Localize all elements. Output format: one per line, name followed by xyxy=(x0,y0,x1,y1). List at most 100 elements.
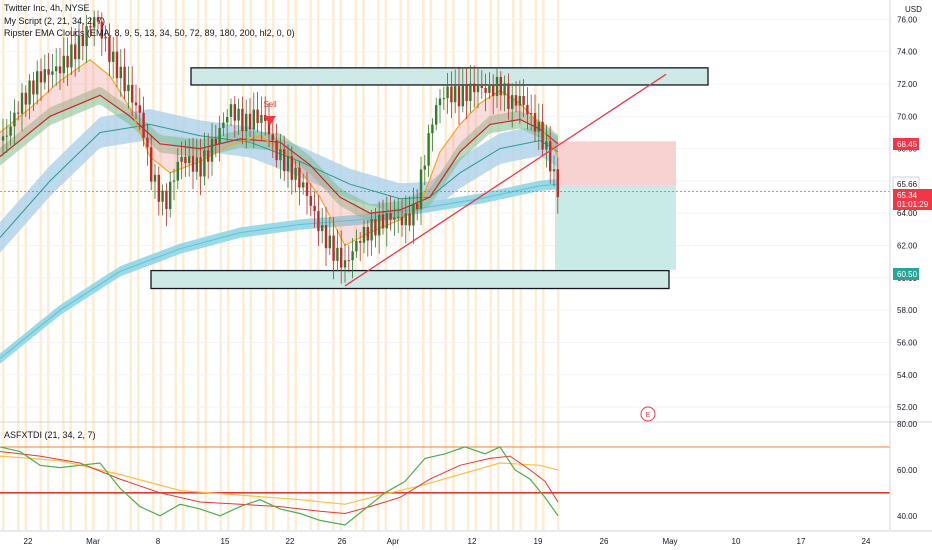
price-tick-label: 72.00 xyxy=(897,80,918,89)
candle-body xyxy=(408,213,411,226)
ema-cloud-legend[interactable]: Ripster EMA Clouds (EMA, 8, 9, 5, 13, 34… xyxy=(4,28,295,38)
candle-body xyxy=(150,147,153,182)
candle-body xyxy=(499,76,502,96)
session-stripe xyxy=(272,0,275,530)
sell-arrow-icon xyxy=(264,116,276,125)
price-tick-label: 76.00 xyxy=(897,15,918,24)
candle-body xyxy=(404,213,407,226)
price-tick-label: 64.00 xyxy=(897,209,918,218)
oscillator-legend[interactable]: ASFXTDI (21, 34, 2, 7) xyxy=(4,430,96,440)
candle-body xyxy=(207,150,210,162)
time-tick-label: May xyxy=(662,537,677,546)
candle-body xyxy=(58,66,62,74)
time-tick-label: 10 xyxy=(732,537,741,546)
price-tick-label: 58.00 xyxy=(897,306,918,315)
session-stripe xyxy=(242,0,245,530)
candle-body xyxy=(419,169,423,210)
trendline xyxy=(344,73,667,287)
price-series xyxy=(0,10,559,359)
candle-body xyxy=(43,69,46,83)
candle-body xyxy=(142,112,145,138)
price-zone-box xyxy=(190,67,709,86)
candle-body xyxy=(9,126,12,136)
candle-body xyxy=(305,182,309,196)
reward-zone xyxy=(555,186,676,270)
candle-body xyxy=(20,92,24,114)
candle-body xyxy=(438,98,442,106)
osc-tick-label: 40.00 xyxy=(897,512,918,521)
candle-body xyxy=(28,80,31,105)
candle-body xyxy=(533,113,537,132)
candle-body xyxy=(495,76,499,97)
candle-body xyxy=(275,140,278,161)
script-legend[interactable]: My Script (2, 21, 34, 2, 7) xyxy=(4,16,106,26)
chart-title[interactable]: Twitter Inc, 4h, NYSE xyxy=(4,3,90,13)
session-stripe xyxy=(512,0,515,530)
time-tick-label: 17 xyxy=(797,537,806,546)
price-tick-label: 74.00 xyxy=(897,48,918,57)
session-stripe xyxy=(362,0,365,530)
candle-body xyxy=(328,235,331,249)
session-stripe xyxy=(287,0,290,530)
candle-body xyxy=(39,71,43,83)
session-stripe xyxy=(407,0,410,530)
candle-body xyxy=(294,167,297,180)
session-stripe xyxy=(542,0,545,530)
session-stripe xyxy=(519,0,523,530)
time-tick-label: 19 xyxy=(534,537,543,546)
candle-body xyxy=(55,66,58,72)
candle-body xyxy=(298,167,301,188)
candle-body xyxy=(347,260,350,262)
candle-body xyxy=(556,169,559,198)
candle-body xyxy=(77,35,81,60)
candle-body xyxy=(176,161,179,181)
candle-body xyxy=(169,181,172,209)
time-tick-label: 24 xyxy=(862,537,871,546)
candle-body xyxy=(286,156,290,172)
candle-body xyxy=(427,133,430,166)
candle-body xyxy=(267,120,271,135)
candle-body xyxy=(317,211,320,232)
session-stripe xyxy=(444,0,448,530)
candle-body xyxy=(321,225,324,232)
session-stripe xyxy=(294,0,298,530)
session-stripe xyxy=(69,0,73,530)
candle-body xyxy=(442,98,445,100)
candle-body xyxy=(252,109,255,130)
candle-body xyxy=(302,182,305,188)
time-tick-label: 22 xyxy=(286,537,295,546)
time-tick-label: Apr xyxy=(387,537,400,546)
candle-body xyxy=(81,35,84,46)
price-tag-stop-label: 60.50 xyxy=(897,270,918,279)
candle-body xyxy=(518,95,521,106)
candle-body xyxy=(507,83,510,109)
candle-body xyxy=(161,190,164,202)
candle-body xyxy=(51,71,54,75)
trend-ema-cloud xyxy=(0,179,558,364)
candle-body xyxy=(138,105,141,113)
price-zone-box xyxy=(150,269,670,290)
price-tick-label: 56.00 xyxy=(897,338,918,347)
candle-body xyxy=(131,84,134,103)
annotations xyxy=(0,73,932,423)
candle-body xyxy=(362,227,366,243)
candle-body xyxy=(355,241,358,252)
osc-signal-line xyxy=(0,451,559,515)
session-stripe xyxy=(92,0,95,530)
candle-body xyxy=(336,247,339,261)
time-tick-label: 22 xyxy=(24,537,33,546)
earnings-marker-icon[interactable] xyxy=(640,406,656,422)
candle-body xyxy=(435,105,438,125)
candle-body xyxy=(112,51,115,62)
candle-body xyxy=(389,213,392,220)
candle-body xyxy=(233,104,236,121)
oscillator-pane xyxy=(0,446,890,526)
candle-body xyxy=(191,156,195,172)
osc-main-line xyxy=(0,446,559,526)
candle-body xyxy=(229,104,233,117)
session-stripe xyxy=(489,0,493,530)
session-stripe xyxy=(174,0,178,530)
candle-body xyxy=(343,260,347,268)
